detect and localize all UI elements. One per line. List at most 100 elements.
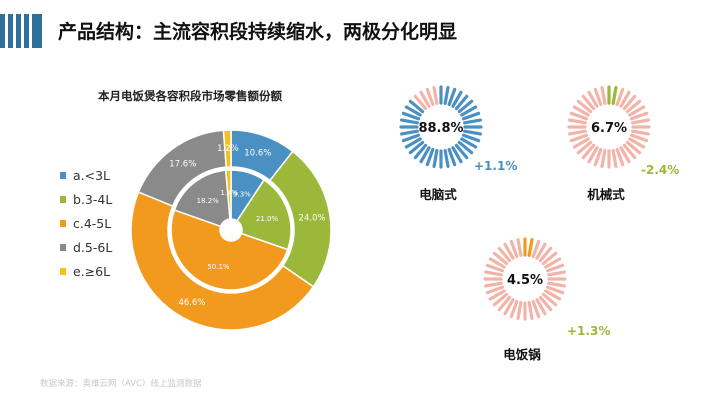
outer-ring-label-1: 24.0% [299, 214, 326, 224]
gauge-0-tick-6 [460, 105, 478, 117]
gauge-2-tick-19 [516, 301, 523, 320]
gauge-2-tick-35 [516, 238, 523, 257]
gauge-1-tick-5 [625, 99, 642, 114]
gauge-0-tick-30 [404, 105, 422, 117]
gauge-2-tick-24 [488, 289, 506, 301]
gauge-2-tick-20 [509, 299, 519, 319]
donut-chart-title: 本月电饭煲各容积段市场零售额份额 [98, 89, 282, 103]
gauge-0-change: +1.1% [474, 159, 517, 173]
gauge-2-tick-26 [484, 281, 503, 288]
gauge-0-tick-8 [463, 118, 482, 125]
gauge-0-tick-31 [408, 99, 425, 114]
gauge-1-name: 机械式 [587, 187, 625, 202]
gauge-2-tick-12 [544, 289, 562, 301]
gauge-1-tick-33 [587, 90, 599, 108]
gauge-0-tick-10 [463, 129, 482, 136]
gauge-0-name: 电脑式 [419, 187, 457, 202]
gauge-0-tick-13 [457, 140, 474, 155]
title-accent-bar [0, 14, 42, 48]
inner-ring-label-0: 9.3% [233, 191, 251, 199]
gauge-1-tick-15 [619, 146, 631, 164]
gauge-1-tick-12 [628, 137, 646, 149]
gauge-0-tick-21 [419, 146, 431, 164]
gauge-1-tick-26 [568, 129, 587, 136]
legend-label-e: e.≥6L [73, 263, 111, 279]
inner-ring-label-4: 1.4% [220, 189, 238, 197]
gauge-0-tick-19 [432, 149, 439, 168]
legend-label-d: d.5-6L [73, 239, 113, 255]
gauge-2-tick-17 [527, 301, 534, 320]
gauge-0-tick-29 [401, 111, 421, 121]
legend-item-a: a.<3L [60, 163, 112, 187]
gauge-0-tick-35 [432, 86, 439, 105]
gauge-0-value: 88.8% [418, 121, 463, 136]
legend-item-b: b.3-4L [60, 187, 112, 211]
data-source-note: 数据来源：奥维云网（AVC）线上监测数据 [40, 379, 202, 389]
gauge-0-tick-28 [400, 118, 419, 125]
gauge-0-tick-33 [419, 90, 431, 108]
gauge-2-tick-5 [541, 251, 558, 266]
gauge-2-tick-30 [488, 257, 506, 269]
gauge-2-tick-3 [535, 242, 547, 260]
gauge-0-tick-5 [457, 99, 474, 114]
inner-ring-label-3: 18.2% [197, 197, 220, 205]
gauge-1-tick-34 [593, 87, 603, 107]
gauge-0-tick-7 [461, 111, 481, 121]
gauge-1-tick-30 [572, 105, 590, 117]
inner-ring-label-1: 21.0% [256, 215, 279, 223]
gauge-2-tick-33 [503, 242, 515, 260]
gauge-0-tick-12 [460, 137, 478, 149]
slide-title: 产品结构：主流容积段持续缩水，两极分化明显 [58, 21, 458, 43]
gauge-1-tick-1 [611, 86, 618, 105]
gauge-1-tick-2 [615, 87, 625, 107]
gauge-2-tick-32 [497, 246, 512, 263]
gauge-2-tick-28 [484, 270, 503, 277]
gauge-2-tick-8 [547, 270, 566, 277]
gauge-0-tick-14 [454, 143, 469, 160]
gauge-2-tick-1 [527, 238, 534, 257]
gauge-0-tick-24 [404, 137, 422, 149]
legend-swatch-c [60, 219, 66, 227]
gauge-2-tick-22 [497, 295, 512, 312]
gauge-1-tick-31 [576, 99, 593, 114]
gauge-1-change: -2.4% [641, 163, 679, 177]
gauge-1-tick-3 [619, 90, 631, 108]
gauge-1-tick-23 [576, 140, 593, 155]
gauge-2-tick-21 [503, 298, 515, 316]
legend-swatch-e [60, 267, 66, 275]
gauge-1-value: 6.7% [591, 121, 627, 136]
legend-item-c: c.4-5L [60, 211, 112, 235]
gauge-1-tick-35 [600, 86, 607, 105]
gauge-2-tick-14 [538, 295, 553, 312]
gauge-2-tick-29 [485, 263, 505, 273]
outer-ring-label-3: 17.6% [169, 160, 196, 170]
gauge-2-tick-7 [545, 263, 565, 273]
gauge-2-tick-4 [538, 246, 553, 263]
legend-item-d: d.5-6L [60, 235, 112, 259]
gauge-1-tick-28 [568, 118, 587, 125]
legend-swatch-b [60, 195, 66, 203]
gauge-2-name: 电饭锅 [503, 347, 541, 362]
outer-ring-slice-2 [130, 191, 315, 331]
gauge-0-tick-26 [400, 129, 419, 136]
inner-ring-label-2: 50.1% [207, 263, 230, 271]
gauge-1-tick-7 [629, 111, 649, 121]
gauge-1-tick-29 [569, 111, 589, 121]
gauge-0-tick-11 [461, 133, 481, 143]
outer-ring-label-2: 46.6% [178, 298, 205, 308]
gauge-2-tick-10 [547, 281, 566, 288]
gauge-1-tick-14 [622, 143, 637, 160]
gauge-0-tick-20 [425, 147, 435, 167]
gauge-1-tick-24 [572, 137, 590, 149]
gauge-0-tick-22 [413, 143, 428, 160]
gauge-1-tick-22 [581, 143, 596, 160]
gauge-0-tick-17 [443, 149, 450, 168]
gauge-0-tick-1 [443, 86, 450, 105]
gauge-0-tick-3 [451, 90, 463, 108]
gauge-2-value: 4.5% [507, 273, 543, 288]
gauge-2-tick-2 [531, 239, 541, 259]
gauge-1-tick-17 [611, 149, 618, 168]
gauge-1-tick-13 [625, 140, 642, 155]
donut-legend: a.<3L b.3-4L c.4-5L d.5-6L e.≥6L [60, 163, 112, 283]
gauge-1-tick-25 [569, 133, 589, 143]
